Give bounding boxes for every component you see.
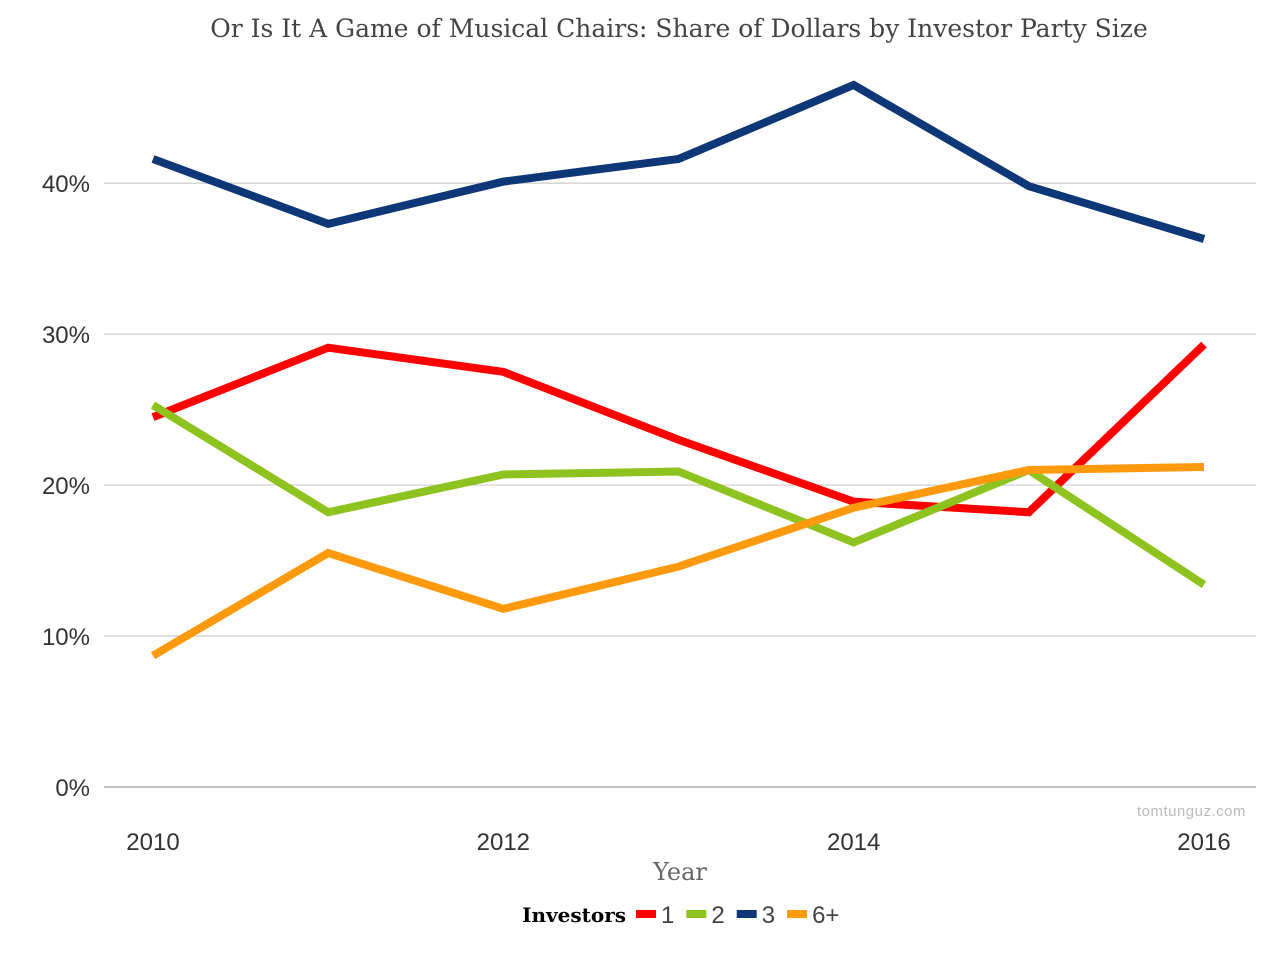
watermark: tomtunguz.com — [1137, 803, 1246, 820]
legend-title: Investors — [522, 903, 626, 927]
x-tick-label: 2014 — [827, 829, 880, 856]
y-tick-label: 0% — [55, 775, 90, 802]
y-tick-label: 20% — [42, 473, 90, 500]
series-line-6plus — [150, 462, 1205, 660]
x-tick-label: 2010 — [126, 829, 179, 856]
y-axis-tick-labels: 0% 10% 20% 30% 40% — [42, 171, 90, 802]
legend-label: 1 — [661, 902, 674, 929]
legend-swatch — [787, 910, 808, 918]
series-lines — [150, 80, 1207, 660]
x-axis-title: Year — [652, 858, 707, 886]
legend-label: 3 — [762, 902, 775, 929]
series-line-3 — [151, 80, 1206, 243]
legend-swatch — [736, 910, 757, 918]
chart-title: Or Is It A Game of Musical Chairs: Share… — [210, 14, 1148, 43]
y-tick-label: 30% — [42, 322, 90, 349]
y-tick-label: 40% — [42, 171, 90, 198]
series-line-1 — [151, 341, 1207, 517]
legend-label: 2 — [711, 902, 724, 929]
y-tick-label: 10% — [42, 624, 90, 651]
legend: Investors 1 2 3 6+ — [522, 902, 839, 929]
x-tick-label: 2016 — [1177, 829, 1230, 856]
legend-swatch — [686, 910, 707, 918]
legend-swatch — [636, 910, 656, 918]
legend-label: 6+ — [812, 902, 839, 929]
x-axis-tick-labels: 2010 2012 2014 2016 — [126, 829, 1230, 856]
gridlines — [104, 182, 1256, 788]
x-tick-label: 2012 — [477, 829, 530, 856]
